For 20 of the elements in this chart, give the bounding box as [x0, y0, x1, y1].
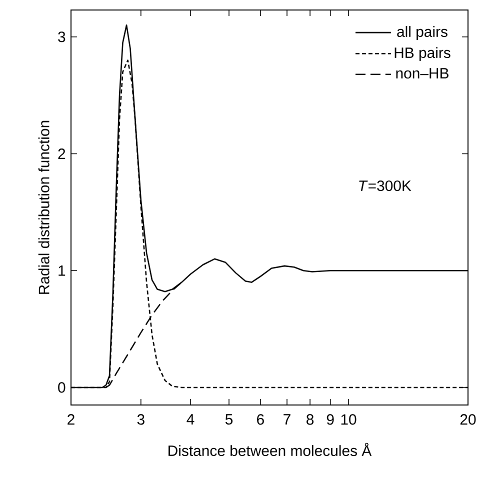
x-tick-label: 6: [257, 414, 264, 425]
y-tick-label: 3: [58, 32, 66, 42]
legend-label: non–HB: [396, 68, 448, 79]
legend-label: all pairs: [397, 26, 448, 40]
x-tick-label: 8: [306, 414, 314, 425]
y-tick-label: 2: [58, 148, 66, 159]
x-axis-title: Distance between molecules Å: [168, 442, 372, 456]
x-tick-label: 2: [68, 414, 74, 425]
x-tick-label: 5: [225, 414, 233, 425]
x-tick-label: 10: [341, 414, 356, 425]
legend-label: HB pairs: [394, 47, 450, 61]
x-tick-label: 3: [137, 414, 144, 425]
y-tick-label: 0: [58, 382, 66, 393]
x-tick-label: 4: [186, 414, 194, 424]
annotation: T=300K: [359, 180, 412, 192]
x-tick-label: 9: [326, 414, 334, 425]
y-tick-label: 1: [58, 265, 66, 276]
x-tick-label: 7: [284, 414, 290, 424]
y-axis-title: Radial distribution function: [38, 120, 50, 294]
x-tick-label: 20: [460, 414, 476, 425]
